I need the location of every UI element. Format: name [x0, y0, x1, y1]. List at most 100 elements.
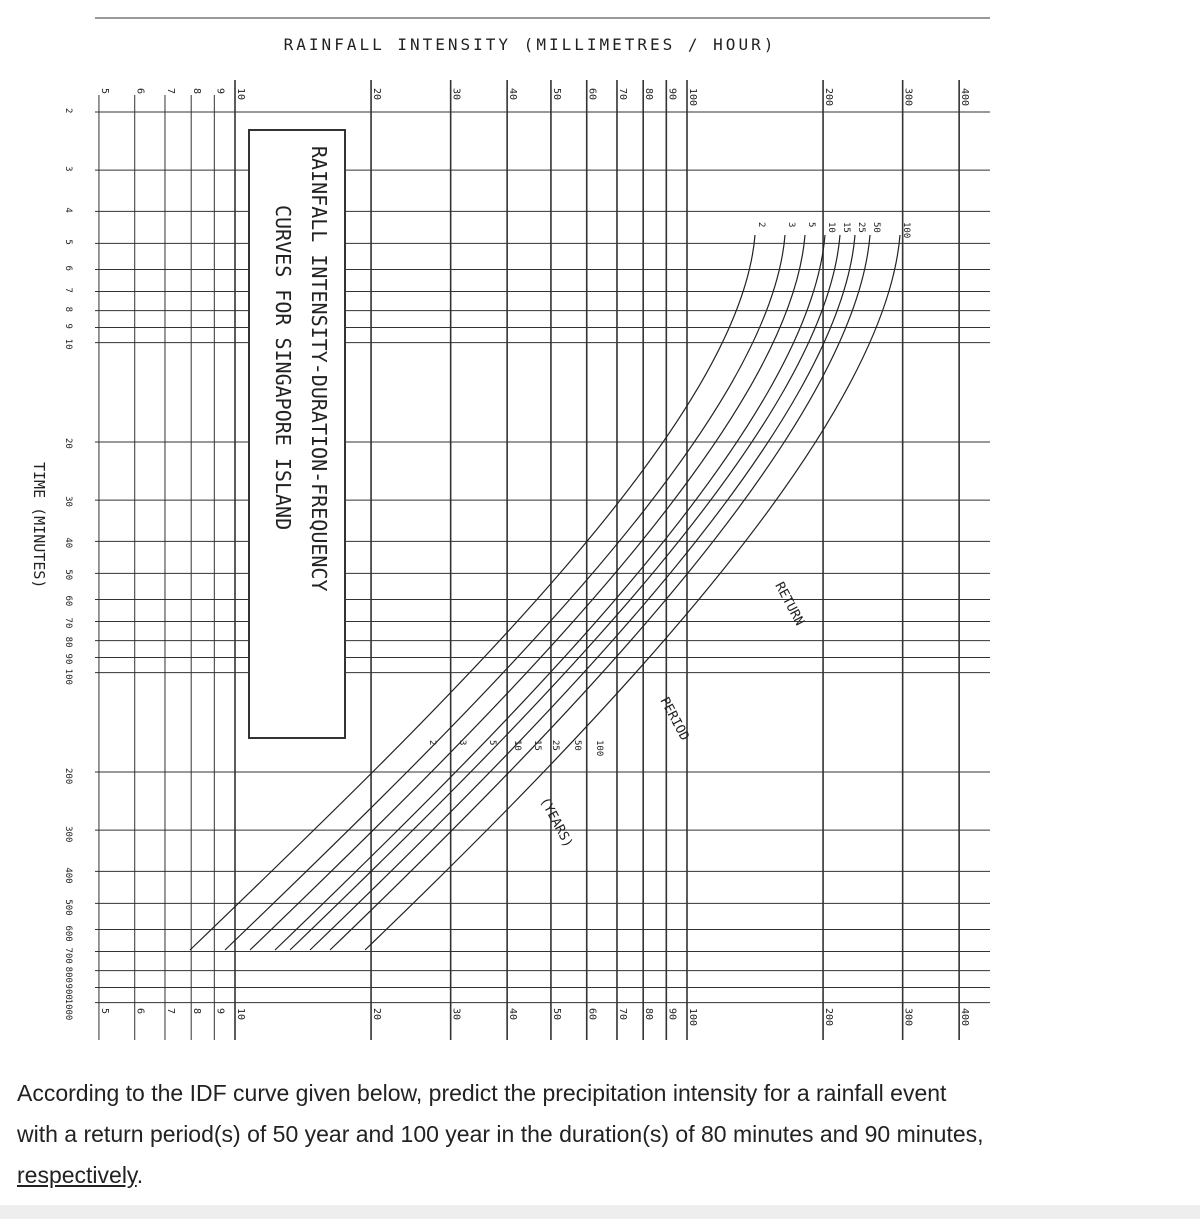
- time-tick-label: 700: [63, 948, 73, 964]
- bottom-bar: [0, 1205, 1200, 1219]
- intensity-tick-label: 7: [165, 1008, 176, 1014]
- intensity-tick-label: 30: [451, 1008, 462, 1020]
- time-tick-label: 60: [63, 595, 73, 606]
- time-tick-label: 600: [63, 925, 73, 941]
- intensity-tick-label: 50: [551, 88, 562, 100]
- time-tick-label: 6: [63, 265, 73, 270]
- return-period-label: 15: [532, 740, 542, 751]
- intensity-tick-label: 100: [687, 88, 698, 106]
- time-tick-label: 300: [63, 826, 73, 842]
- time-tick-label: 400: [63, 867, 73, 883]
- idf-curve: [364, 234, 901, 951]
- intensity-tick-label: 100: [687, 1008, 698, 1026]
- time-tick-label: 7: [63, 288, 73, 293]
- time-tick-label: 80: [63, 637, 73, 648]
- intensity-tick-label: 70: [617, 88, 628, 100]
- idf-curve: [224, 234, 786, 951]
- intensity-tick-label: 9: [214, 1008, 225, 1014]
- idf-curve: [189, 234, 756, 951]
- intensity-tick-label: 6: [135, 88, 146, 94]
- return-period-label: 25: [550, 740, 560, 751]
- time-tick-label: 1000: [63, 999, 73, 1021]
- intensity-tick-label: 40: [507, 88, 518, 100]
- time-tick-label: 5: [63, 239, 73, 244]
- time-tick-label: 10: [63, 339, 73, 350]
- return-period-label: 5: [806, 222, 816, 227]
- return-period-label: 15: [841, 222, 851, 233]
- figure-title: RAINFALL INTENSITY (MILLIMETRES / HOUR): [284, 35, 777, 54]
- intensity-tick-label: 20: [371, 88, 382, 100]
- intensity-tick-label: 40: [507, 1008, 518, 1020]
- intensity-tick-label: 5: [99, 88, 110, 94]
- intensity-tick-label: 400: [959, 88, 970, 106]
- time-tick-label: 90: [63, 654, 73, 665]
- intensity-tick-label: 70: [617, 1008, 628, 1020]
- intensity-tick-label: 200: [823, 1008, 834, 1026]
- time-tick-label: 100: [63, 669, 73, 685]
- intensity-tick-label: 10: [235, 88, 246, 100]
- return-period-label: 50: [572, 740, 582, 751]
- intensity-tick-label: 8: [191, 1008, 202, 1014]
- time-tick-label: 800: [63, 967, 73, 983]
- time-tick-label: 200: [63, 768, 73, 784]
- time-tick-label: 30: [63, 496, 73, 507]
- intensity-tick-label: 60: [587, 1008, 598, 1020]
- time-tick-label: 8: [63, 307, 73, 312]
- underlined-word: respectively: [17, 1162, 137, 1188]
- return-period-label: 3: [786, 222, 796, 227]
- intensity-tick-label: 90: [666, 1008, 677, 1020]
- question-line: respectively.: [17, 1162, 143, 1189]
- time-tick-label: 3: [63, 166, 73, 171]
- intensity-tick-label: 80: [643, 88, 654, 100]
- idf-curve: [289, 234, 841, 951]
- intensity-tick-label: 300: [903, 1008, 914, 1026]
- intensity-tick-label: 80: [643, 1008, 654, 1020]
- period: .: [136, 1162, 144, 1188]
- intensity-tick-label: 8: [191, 88, 202, 94]
- intensity-tick-label: 20: [371, 1008, 382, 1020]
- intensity-tick-label: 200: [823, 88, 834, 106]
- time-tick-label: 40: [63, 537, 73, 548]
- intensity-tick-label: 6: [135, 1008, 146, 1014]
- annotation: (YEARS): [536, 795, 575, 850]
- intensity-tick-label: 300: [903, 88, 914, 106]
- intensity-tick-label: 10: [235, 1008, 246, 1020]
- time-axis-label: TIME (MINUTES): [30, 462, 48, 588]
- title-box: [248, 129, 346, 739]
- return-period-label: 5: [487, 740, 497, 745]
- time-tick-label: 20: [63, 438, 73, 449]
- time-tick-label: 50: [63, 569, 73, 580]
- time-tick-label: 4: [63, 207, 73, 212]
- intensity-tick-label: 60: [587, 88, 598, 100]
- return-period-label: 50: [871, 222, 881, 233]
- idf-curve: [274, 234, 826, 951]
- return-period-label: 10: [512, 740, 522, 751]
- return-period-label: 2: [756, 222, 766, 227]
- intensity-tick-label: 50: [551, 1008, 562, 1020]
- time-tick-label: 70: [63, 618, 73, 629]
- box-title-line: RAINFALL INTENSITY-DURATION-FREQUENCY: [307, 146, 331, 592]
- intensity-tick-label: 400: [959, 1008, 970, 1026]
- idf-figure: RAINFALL INTENSITY (MILLIMETRES / HOUR) …: [30, 17, 990, 1040]
- return-period-label: 3: [457, 740, 467, 745]
- idf-curve: [249, 234, 806, 951]
- time-tick-label: 500: [63, 899, 73, 915]
- return-period-label: 2: [427, 740, 437, 745]
- idf-curve: [309, 234, 856, 951]
- time-tick-label: 9: [63, 324, 73, 329]
- intensity-tick-label: 30: [451, 88, 462, 100]
- return-period-label: 10: [826, 222, 836, 233]
- intensity-tick-label: 5: [99, 1008, 110, 1014]
- intensity-tick-label: 7: [165, 88, 176, 94]
- intensity-tick-label: 9: [214, 88, 225, 94]
- return-period-label: 25: [856, 222, 866, 233]
- question-line: with a return period(s) of 50 year and 1…: [17, 1121, 984, 1147]
- intensity-tick-label: 90: [666, 88, 677, 100]
- box-title-line: CURVES FOR SINGAPORE ISLAND: [271, 205, 295, 530]
- time-tick-label: 900: [63, 984, 73, 1000]
- question-line: According to the IDF curve given below, …: [17, 1080, 947, 1106]
- return-period-label: 100: [901, 222, 911, 238]
- return-period-label: 100: [594, 740, 604, 756]
- time-tick-label: 2: [63, 108, 73, 113]
